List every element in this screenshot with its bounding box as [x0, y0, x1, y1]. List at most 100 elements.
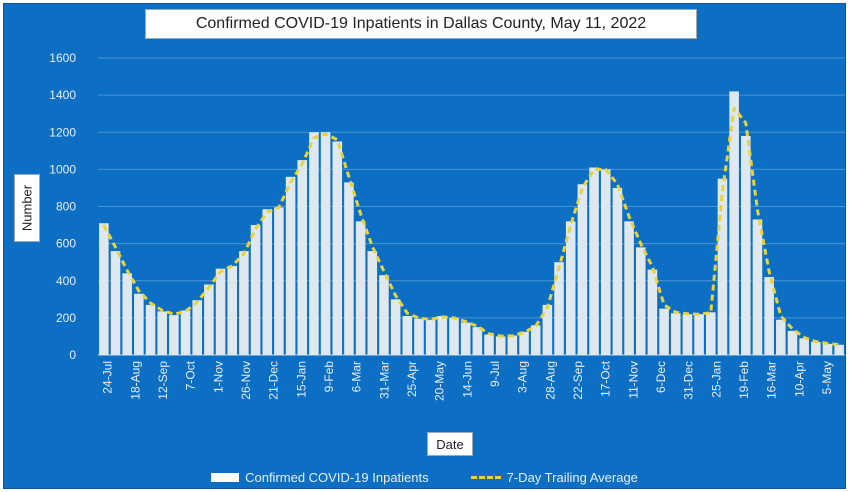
legend-label-inpatients: Confirmed COVID-19 Inpatients: [245, 469, 429, 485]
x-tick-label: 6-Mar: [350, 361, 364, 392]
y-tick-label: 1200: [49, 125, 76, 139]
x-tick-label: 15-Jan: [294, 361, 308, 398]
bar: [577, 184, 588, 355]
x-tick-label: 28-Aug: [543, 361, 557, 400]
bar: [787, 330, 798, 355]
bar: [542, 304, 553, 355]
bar: [495, 336, 506, 355]
bar: [472, 327, 483, 355]
x-tick-label: 18-Aug: [128, 361, 142, 400]
bar: [309, 132, 319, 355]
bar: [741, 135, 751, 355]
bar: [799, 338, 809, 355]
bar: [367, 251, 378, 355]
bar: [764, 277, 774, 355]
bar: [297, 160, 308, 355]
x-tick-label: 16-Mar: [765, 361, 779, 399]
bar: [239, 251, 249, 355]
x-axis-title: Date: [427, 432, 473, 456]
bar: [134, 293, 144, 355]
bar: [180, 310, 191, 355]
y-tick-label: 0: [69, 348, 76, 362]
average-line-series: [102, 106, 840, 347]
bar: [379, 275, 389, 355]
bar: [635, 247, 646, 355]
bar: [507, 335, 518, 355]
x-tick-label: 9-Feb: [322, 361, 336, 393]
x-tick-label: 7-Oct: [184, 360, 198, 390]
bar: [332, 141, 343, 355]
bar: [624, 221, 634, 355]
y-axis-title-text: Number: [19, 184, 35, 232]
x-tick-label: 5-May: [820, 361, 834, 394]
y-tick-label: 1000: [49, 162, 76, 176]
bar: [145, 304, 156, 355]
legend-item-inpatients: Confirmed COVID-19 Inpatients: [211, 470, 429, 485]
bar: [834, 344, 844, 355]
bar: [682, 314, 693, 355]
bar: [262, 209, 273, 355]
y-tick-label: 800: [56, 200, 76, 214]
bar: [554, 262, 564, 355]
bar: [414, 318, 424, 355]
x-tick-label: 26-Nov: [239, 361, 253, 400]
bar: [729, 91, 739, 355]
x-tick-label: 25-Apr: [405, 361, 419, 397]
bar: [274, 207, 284, 355]
chart-background: [3, 3, 846, 489]
bar: [694, 314, 704, 355]
x-tick-label: 25-Jan: [709, 361, 723, 398]
bar: [752, 219, 763, 355]
bar: [670, 313, 681, 355]
x-tick-label: 31-Mar: [377, 361, 391, 399]
chart-title-text: Confirmed COVID-19 Inpatients in Dallas …: [195, 15, 647, 32]
bar: [192, 300, 202, 355]
y-tick-label: 1400: [49, 88, 76, 102]
bar: [717, 178, 728, 355]
chart-title: Confirmed COVID-19 Inpatients in Dallas …: [145, 9, 697, 39]
y-tick-label: 200: [56, 311, 76, 325]
y-tick-label: 400: [56, 274, 76, 288]
bar: [402, 316, 413, 355]
bar: [776, 319, 786, 355]
legend-swatch-bar: [211, 472, 240, 482]
bar: [344, 182, 354, 355]
x-tick-label: 1-Nov: [211, 361, 225, 393]
x-tick-label: 10-Apr: [792, 361, 806, 397]
legend-item-average: 7-Day Trailing Average: [470, 469, 638, 485]
x-tick-label: 21-Dec: [267, 361, 281, 400]
legend-swatch-line: [470, 475, 501, 479]
x-tick-label: 20-May: [433, 361, 447, 401]
y-tick-label: 1600: [49, 51, 76, 65]
x-tick-label: 17-Oct: [599, 360, 613, 397]
bar: [437, 316, 448, 355]
x-tick-label: 19-Feb: [737, 361, 751, 399]
bar: [822, 343, 833, 355]
legend: Confirmed COVID-19 Inpatients 7-Day Trai…: [0, 466, 849, 488]
bar: [484, 334, 494, 355]
x-tick-label: 12-Sep: [156, 361, 170, 400]
bar: [519, 331, 529, 355]
x-tick-labels: 24-Jul 18-Aug 12-Sep 7-Oct 1-Nov 26-Nov 21-Dec…: [101, 360, 834, 401]
bar: [460, 322, 471, 355]
x-tick-label: 22-Sep: [571, 361, 585, 400]
bar: [227, 265, 238, 355]
x-tick-label: 6-Dec: [654, 361, 668, 393]
x-tick-label: 9-Jul: [488, 361, 502, 387]
y-tick-label: 600: [56, 237, 76, 251]
bar: [169, 315, 179, 355]
legend-label-average: 7-Day Trailing Average: [506, 469, 638, 485]
bar: [320, 132, 331, 355]
bar: [600, 169, 611, 355]
bar: [122, 273, 132, 355]
bar: [425, 319, 436, 355]
bar: [530, 325, 541, 355]
bar: [612, 187, 623, 355]
y-axis-title: Number: [14, 174, 40, 242]
bar: [811, 342, 821, 355]
bar: [565, 221, 576, 355]
bar: [99, 223, 109, 355]
bar-series: [99, 91, 844, 355]
y-tick-labels: 0 200 400 600 800 1000 1200 1400 1600: [49, 51, 76, 362]
